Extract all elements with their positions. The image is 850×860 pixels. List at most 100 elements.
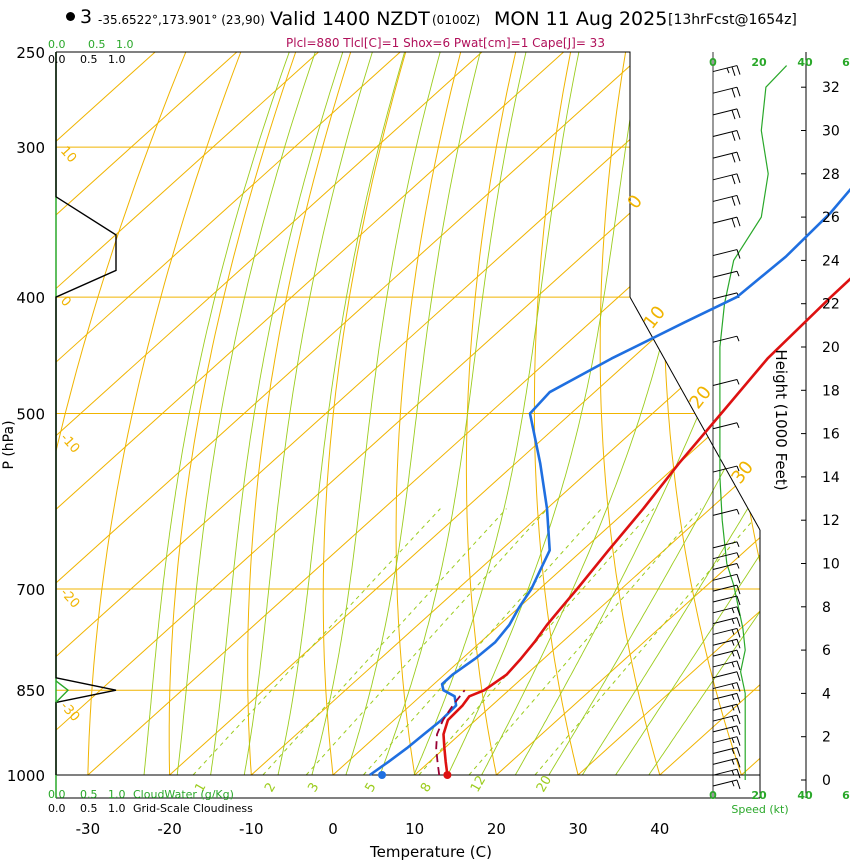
wind-barb — [712, 747, 738, 755]
temperature-tick-label: -30 — [76, 820, 101, 838]
mixing-ratio-label: 20 — [534, 773, 555, 795]
header-location: -35.6522°,173.901° (23,90) — [98, 13, 265, 27]
temperature-tick-label: 0 — [328, 820, 338, 838]
speed-tick-top: 0 — [709, 56, 717, 69]
cloudiness-profile — [55, 52, 117, 775]
moist-adiabat — [271, 52, 406, 775]
temperature-profile — [442, 277, 850, 776]
mixing-ratio-label: 3 — [305, 780, 322, 795]
pressure-axis-label: P (hPa) — [1, 420, 17, 469]
mixing-ratio-line-12 — [468, 508, 702, 775]
dewpoint-profile — [369, 187, 850, 777]
speed-tick-bottom: 40 — [797, 789, 813, 802]
isotherm-label-right: 20 — [685, 382, 716, 413]
cloud-scale-bottom-black: 0.5 — [80, 802, 98, 815]
wind-barb — [712, 541, 738, 549]
wind-barb — [712, 86, 738, 94]
dry-adiabat — [663, 52, 751, 775]
height-tick-label: 20 — [822, 340, 840, 356]
height-tick-label: 26 — [822, 210, 840, 226]
wind-barb-flag — [736, 779, 741, 790]
wind-barb — [712, 108, 738, 116]
cloud-scale-bottom: 0.0 — [48, 788, 66, 801]
mixing-ratio-label: 5 — [363, 780, 380, 795]
wind-barb — [712, 627, 738, 635]
dry-adiabat — [87, 52, 242, 775]
parcel-path — [435, 689, 466, 776]
dry-adiabat — [599, 52, 668, 775]
wind-barb-half — [731, 618, 735, 625]
height-tick-label: 32 — [822, 80, 840, 96]
wind-barb-half — [731, 737, 735, 744]
wind-barb-half — [736, 465, 740, 472]
pressure-tick-label: 700 — [16, 581, 45, 599]
wind-barb-half — [731, 726, 735, 733]
dry-adiabat — [465, 52, 517, 775]
isotherm--60 — [56, 52, 646, 775]
isotherm-label-right: 0 — [623, 191, 647, 213]
wind-barb-flag — [736, 216, 741, 227]
temperature-tick-label: 30 — [569, 820, 588, 838]
wind-barb-flag — [736, 584, 741, 595]
wind-barb — [712, 649, 738, 657]
wind-barb-flag — [736, 736, 741, 746]
wind-barb — [712, 682, 738, 690]
wind-barb-flag — [736, 108, 741, 119]
wind-barb-half — [736, 509, 740, 515]
wind-barb-flag — [736, 87, 741, 97]
height-tick-label: 16 — [822, 427, 840, 443]
wind-barb-half — [736, 563, 740, 569]
isotherm--50 — [56, 52, 728, 775]
moist-adiabat — [140, 52, 290, 775]
temperature-tick-label: 10 — [405, 820, 424, 838]
moist-adiabat — [533, 52, 760, 775]
wind-barb-flag — [736, 151, 741, 162]
height-tick-label: 0 — [822, 773, 831, 789]
wind-barb-half — [731, 694, 735, 700]
wind-barb-flag — [736, 747, 741, 757]
isotherm--100 — [56, 52, 319, 775]
wind-barb-half — [726, 67, 730, 74]
wind-barb — [712, 65, 738, 73]
wind-barb-flag — [736, 704, 741, 714]
wind-barb — [712, 779, 738, 787]
moist-adiabat — [402, 52, 580, 775]
dry-adiabat — [395, 52, 462, 775]
dry-adiabat — [786, 52, 850, 800]
wind-barb — [712, 378, 738, 386]
cloud-scale-top: 1.0 — [116, 38, 134, 51]
plot-frame-diagonal — [629, 296, 761, 531]
mixing-ratio-line-20 — [534, 508, 760, 775]
wind-barb-half — [736, 541, 740, 548]
wind-barb — [712, 465, 738, 473]
wind-barb-half — [736, 552, 740, 558]
wind-barb-flag — [731, 174, 736, 185]
wind-barb-flag — [731, 153, 736, 163]
dry-adiabat — [168, 52, 297, 775]
wind-barb — [712, 508, 738, 516]
moist-adiabat — [336, 52, 481, 775]
pressure-tick-label: 1000 — [7, 767, 45, 785]
dry-adiabat — [844, 52, 850, 800]
wind-barb-half — [736, 422, 740, 428]
isotherm--10 — [250, 52, 760, 775]
cloud-scale-top-black: 0.5 — [80, 53, 98, 66]
wind-barb — [712, 194, 738, 202]
speed-axis-label: Speed (kt) — [731, 803, 788, 816]
wind-barb — [712, 584, 738, 592]
wind-barb-flag — [736, 682, 741, 692]
isotherm-10 — [414, 52, 760, 775]
wind-barb-flag — [736, 639, 741, 649]
height-tick-label: 24 — [822, 253, 840, 269]
cloudwater-label: CloudWater (g/Kg) — [133, 788, 234, 801]
height-tick-label: 14 — [822, 470, 840, 486]
wind-barb-flag — [736, 173, 741, 183]
wind-barb — [712, 563, 738, 570]
header-forecast: [13hrFcst@1654z] — [668, 12, 797, 28]
isotherm--70 — [56, 52, 564, 775]
wind-barb-flag — [736, 617, 741, 627]
wind-barb-flag — [736, 65, 741, 75]
pressure-tick-label: 850 — [16, 682, 45, 700]
mixing-ratio-line-1 — [192, 508, 441, 775]
wind-barb — [712, 216, 738, 224]
